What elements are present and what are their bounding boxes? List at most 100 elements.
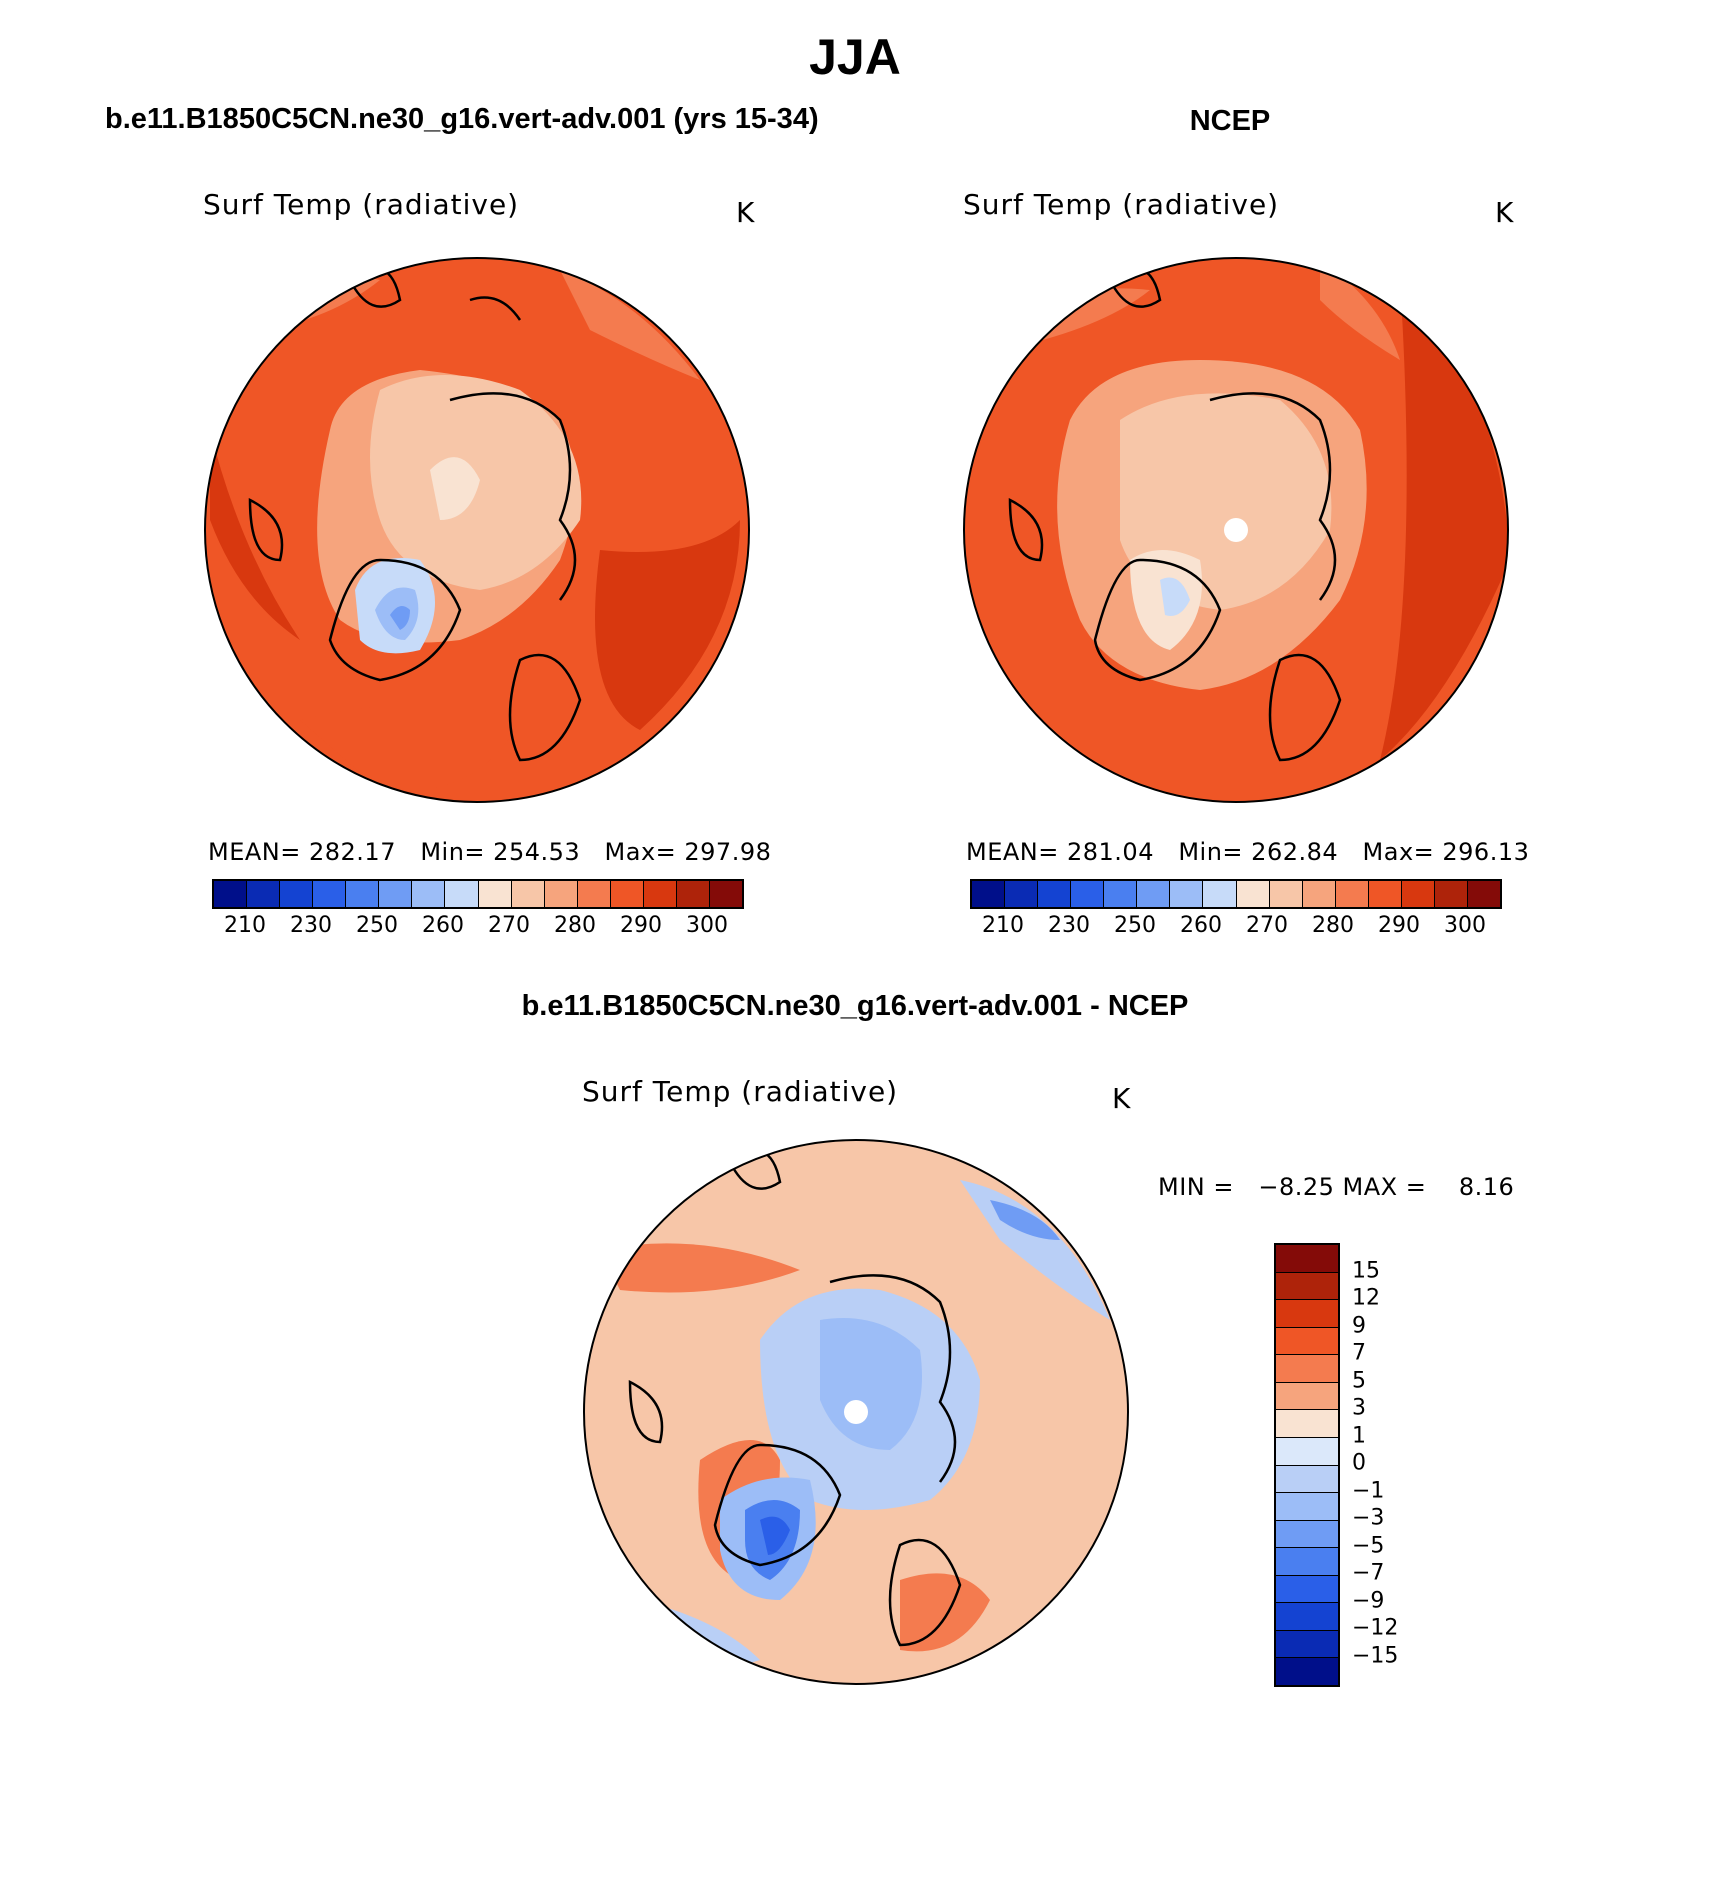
model-field-region	[595, 520, 740, 730]
obs-map-border	[963, 257, 1509, 803]
diff-field-region	[960, 1180, 1110, 1320]
colorbar-swatch	[1203, 881, 1237, 907]
colorbar-swatch	[511, 881, 545, 907]
colorbar-tick-label: 3	[1352, 1395, 1366, 1421]
colorbar-tick-label: 260	[422, 913, 464, 938]
colorbar-tick-label: 0	[1352, 1450, 1366, 1476]
colorbar-swatch	[1276, 1548, 1338, 1576]
colorbar-swatch	[1276, 1630, 1338, 1659]
colorbar-swatch	[1276, 1272, 1338, 1301]
model-stats: MEAN= 282.17 Min= 254.53 Max= 297.98	[208, 838, 772, 866]
colorbar-swatch	[1276, 1382, 1338, 1411]
model-field-region	[390, 606, 410, 630]
model-coastlines	[248, 267, 522, 562]
colorbar-swatch	[313, 881, 347, 907]
obs-field-region	[1380, 280, 1508, 760]
diff-field-region	[745, 1500, 800, 1580]
obs-field-region	[1120, 393, 1332, 610]
obs-field-region	[970, 288, 1150, 350]
colorbar-tick-label: 7	[1352, 1340, 1366, 1366]
colorbar-swatch	[1467, 881, 1500, 907]
colorbar-tick-label: 280	[1312, 913, 1354, 938]
diff-field-region	[760, 1288, 980, 1510]
model-bg-field	[205, 258, 749, 802]
model-field-region	[210, 430, 300, 640]
colorbar-swatch	[1276, 1327, 1338, 1356]
obs-variable-label: Surf Temp (radiative)	[963, 188, 1280, 221]
model-panel-title: b.e11.B1850C5CN.ne30_g16.vert-adv.001 (y…	[105, 103, 819, 135]
model-field-region	[375, 587, 419, 640]
diff-colorbar	[1274, 1243, 1340, 1687]
colorbar-swatch	[1071, 881, 1105, 907]
colorbar-tick-label: 250	[1114, 913, 1156, 938]
diff-colorbar-ticks: 15 12 9 7 5 3 1 0 −1 −3 −5 −7 −9 −12 −15	[1352, 1243, 1432, 1683]
colorbar-swatch	[1170, 881, 1204, 907]
colorbar-swatch	[1276, 1410, 1338, 1438]
model-colorbar	[212, 879, 744, 909]
colorbar-swatch	[1276, 1437, 1338, 1466]
colorbar-tick-label: 290	[620, 913, 662, 938]
diff-scandinavia-coast	[888, 1538, 962, 1647]
colorbar-tick-label: 290	[1378, 913, 1420, 938]
model-variable-label: Surf Temp (radiative)	[203, 188, 520, 221]
colorbar-tick-label: 210	[982, 913, 1024, 938]
obs-field-region	[1320, 260, 1400, 360]
diff-minmax: MIN = −8.25 MAX = 8.16	[1158, 1173, 1515, 1201]
colorbar-swatch	[1269, 881, 1303, 907]
diff-siberia-coast	[829, 1274, 957, 1483]
colorbar-swatch	[1276, 1493, 1338, 1521]
colorbar-swatch	[1276, 1465, 1338, 1494]
colorbar-swatch	[1276, 1300, 1338, 1328]
colorbar-swatch	[1302, 881, 1336, 907]
colorbar-swatch	[280, 881, 314, 907]
colorbar-tick-label: 260	[1180, 913, 1222, 938]
colorbar-tick-label: 250	[356, 913, 398, 938]
colorbar-swatch	[544, 881, 578, 907]
colorbar-swatch	[247, 881, 281, 907]
colorbar-swatch	[577, 881, 611, 907]
obs-colorbar	[970, 879, 1502, 909]
colorbar-swatch	[676, 881, 710, 907]
colorbar-swatch	[709, 881, 742, 907]
model-field-region	[317, 370, 575, 643]
diff-panel-title: b.e11.B1850C5CN.ne30_g16.vert-adv.001 - …	[521, 990, 1189, 1022]
diff-map-border	[583, 1139, 1129, 1685]
colorbar-swatch	[346, 881, 380, 907]
obs-field-region	[1160, 577, 1190, 616]
model-colorbar-ticks: 210 230 250 260 270 280 290 300	[212, 913, 740, 943]
model-greenland-coast	[328, 558, 462, 682]
colorbar-tick-label: 9	[1352, 1313, 1366, 1338]
obs-colorbar-ticks: 210 230 250 260 270 280 290 300	[970, 913, 1498, 943]
colorbar-tick-label: 5	[1352, 1368, 1366, 1393]
colorbar-swatch	[1005, 881, 1039, 907]
obs-panel-title: NCEP	[1189, 105, 1271, 137]
colorbar-tick-label: −3	[1352, 1505, 1385, 1531]
colorbar-swatch	[610, 881, 644, 907]
model-units-label: K	[736, 196, 755, 229]
colorbar-swatch	[478, 881, 512, 907]
diff-field-region	[760, 1516, 790, 1555]
diff-field-region	[990, 1200, 1060, 1240]
diff-field-region	[698, 1440, 780, 1580]
colorbar-tick-label: 1	[1352, 1423, 1366, 1448]
obs-field-region	[1130, 550, 1202, 650]
colorbar-swatch	[1276, 1245, 1338, 1273]
model-field-region	[430, 457, 480, 520]
diff-greenland-coast	[713, 1443, 842, 1567]
diff-field-region	[600, 1243, 800, 1293]
diff-coastlines	[628, 1149, 782, 1444]
model-siberia-coast	[449, 392, 577, 601]
colorbar-swatch	[1276, 1658, 1338, 1685]
colorbar-swatch	[1137, 881, 1171, 907]
diff-field-region	[640, 1600, 760, 1667]
colorbar-tick-label: 12	[1352, 1285, 1380, 1311]
obs-bg-field	[964, 258, 1508, 802]
colorbar-swatch	[1276, 1355, 1338, 1383]
colorbar-swatch	[1276, 1520, 1338, 1549]
model-scandinavia-coast	[508, 653, 582, 762]
diff-bg-field	[584, 1140, 1128, 1684]
colorbar-swatch	[643, 881, 677, 907]
colorbar-tick-label: −7	[1352, 1560, 1385, 1586]
colorbar-swatch	[445, 881, 479, 907]
